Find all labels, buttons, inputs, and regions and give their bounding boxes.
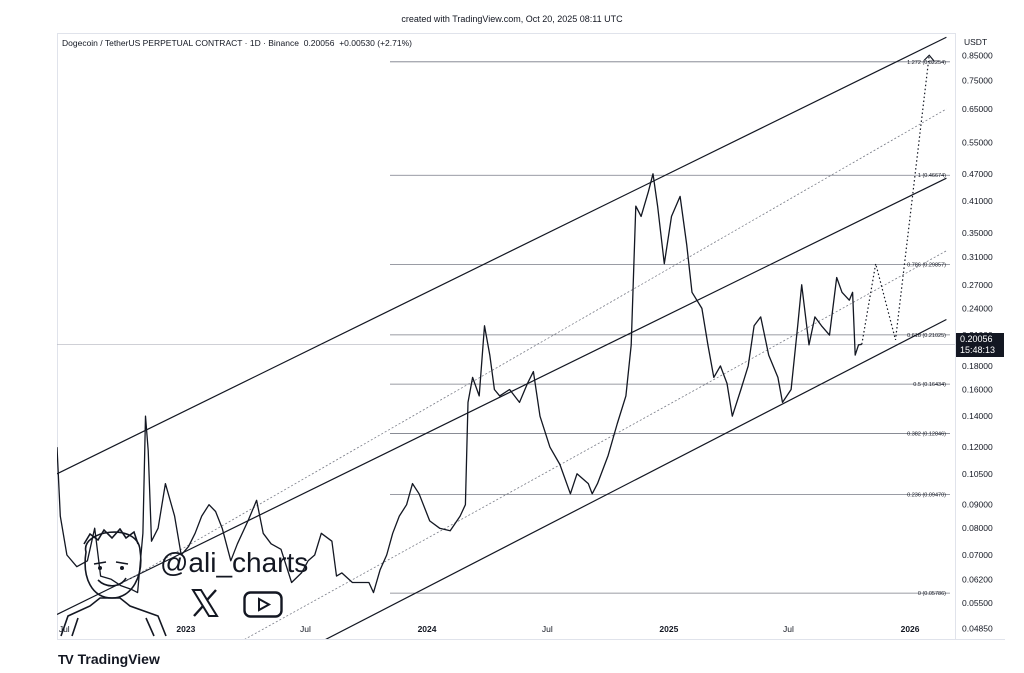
fib-level-label: 1 (0.46674): [918, 173, 946, 179]
frame-right: [955, 33, 956, 640]
channel-line: [325, 318, 947, 639]
y-tick-label: 0.16000: [962, 385, 993, 395]
projection-arrowhead: [923, 54, 935, 62]
y-tick-label: 0.27000: [962, 280, 993, 290]
y-tick-label: 0.55000: [962, 137, 993, 147]
youtube-play-icon: [243, 591, 283, 618]
y-tick-label: 0.47000: [962, 169, 993, 179]
projection-path: [861, 55, 930, 345]
frame-top: [57, 33, 955, 34]
y-tick-label: 0.14000: [962, 411, 993, 421]
channel-line: [57, 36, 947, 475]
y-tick-label: 0.07000: [962, 550, 993, 560]
y-tick-label: 0.04850: [962, 623, 993, 633]
y-tick-label: 0.75000: [962, 75, 993, 85]
avatar-caricature-icon: [60, 528, 167, 637]
tradingview-logo-text: TradingView: [77, 651, 160, 667]
price-series-line: [57, 173, 862, 594]
fib-level-label: 0.618 (0.21025): [907, 333, 946, 339]
symbol-name: Dogecoin / TetherUS PERPETUAL CONTRACT ·…: [62, 38, 299, 48]
x-tick-label: Jul: [59, 624, 70, 634]
x-tick-label: 2026: [901, 624, 920, 634]
current-price-tag: 0.20056 15:48:13: [956, 333, 1004, 357]
tradingview-logo-icon: TV: [58, 651, 74, 667]
channel-midline: [244, 250, 947, 639]
fib-level-label: 0.236 (0.09470): [907, 492, 946, 498]
price-change: +0.00530 (+2.71%): [339, 38, 412, 48]
currency-label: USDT: [964, 37, 988, 47]
y-tick-label: 0.65000: [962, 104, 993, 114]
fib-level-label: 0.5 (0.16434): [913, 382, 946, 388]
channel-midline: [117, 108, 947, 587]
fib-level-label: 0 (0.05786): [918, 591, 946, 597]
y-tick-label: 0.06200: [962, 574, 993, 584]
y-tick-label: 0.12000: [962, 442, 993, 452]
created-with-note: created with TradingView.com, Oct 20, 20…: [401, 14, 623, 24]
y-tick-label: 0.41000: [962, 196, 993, 206]
bar-countdown: 15:48:13: [960, 345, 996, 355]
watermark-handle: @ali_charts: [160, 547, 309, 578]
y-tick-label: 0.09000: [962, 500, 993, 510]
x-logo-icon: [191, 589, 219, 617]
current-price-value: 0.20056: [960, 334, 993, 344]
y-tick-label: 0.05500: [962, 598, 993, 608]
fib-level-label: 1.272 (0.82254): [907, 60, 946, 66]
y-tick-label: 0.08000: [962, 523, 993, 533]
y-tick-label: 0.85000: [962, 50, 993, 60]
last-price: 0.20056: [303, 38, 335, 48]
frame-bottom: [57, 639, 1005, 640]
y-tick-label: 0.18000: [962, 361, 993, 371]
x-tick-label: Jul: [783, 624, 794, 634]
x-tick-label: Jul: [300, 624, 311, 634]
y-tick-label: 0.10500: [962, 469, 993, 479]
x-tick-label: 2025: [659, 624, 678, 634]
x-tick-label: Jul: [542, 624, 553, 634]
frame-left: [57, 33, 58, 640]
channel-line: [57, 177, 947, 616]
symbol-header: Dogecoin / TetherUS PERPETUAL CONTRACT ·…: [62, 38, 412, 48]
tradingview-logo[interactable]: TV TradingView: [58, 651, 160, 667]
y-tick-label: 0.35000: [962, 228, 993, 238]
y-tick-label: 0.31000: [962, 252, 993, 262]
x-tick-label: 2024: [418, 624, 437, 634]
x-tick-label: 2023: [176, 624, 195, 634]
y-tick-label: 0.24000: [962, 303, 993, 313]
fib-level-label: 0.382 (0.12846): [907, 431, 946, 437]
fib-level-label: 0.786 (0.29857): [907, 263, 946, 269]
